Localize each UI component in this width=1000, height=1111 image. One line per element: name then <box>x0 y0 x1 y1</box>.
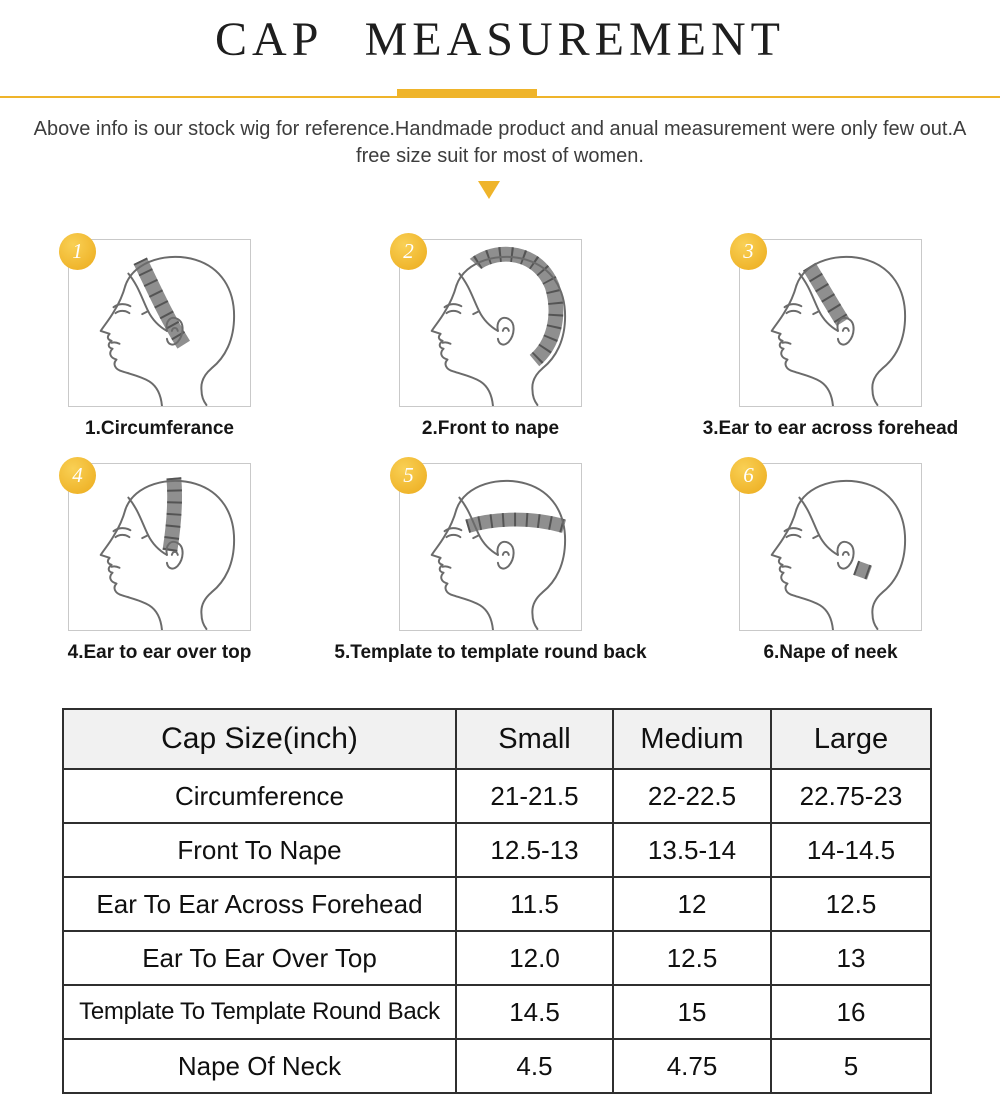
cell-large: 16 <box>770 984 932 1040</box>
cell-large: 5 <box>770 1038 932 1094</box>
head-profile-illustration <box>99 255 236 406</box>
diagram-caption: 3.Ear to ear across forehead <box>702 418 959 439</box>
header-large: Large <box>770 708 932 770</box>
cell-small: 12.0 <box>455 930 614 986</box>
cell-medium: 12 <box>612 876 772 932</box>
cell-small: 21-21.5 <box>455 768 614 824</box>
cap-size-table: Cap Size(inch) Small Medium Large Circum… <box>62 708 932 1094</box>
head-profile-illustration <box>770 255 907 406</box>
diagram-circumference: 1 1.Circumferance <box>59 233 251 439</box>
diagram-number-badge: 4 <box>59 457 96 494</box>
head-diagram-box <box>68 239 251 407</box>
diagram-ear-to-ear-over-top: 4 4.Ear to ear over top <box>59 457 251 663</box>
head-diagram-box <box>399 463 582 631</box>
badge-number: 6 <box>743 463 754 487</box>
head-profile-illustration <box>770 479 907 630</box>
cell-small: 14.5 <box>455 984 614 1040</box>
cell-medium: 13.5-14 <box>612 822 772 878</box>
cell-large: 13 <box>770 930 932 986</box>
measuring-tape-over-top <box>162 477 182 553</box>
badge-number: 5 <box>403 463 414 487</box>
header-cap-size: Cap Size(inch) <box>62 708 457 770</box>
badge-number: 1 <box>72 239 83 263</box>
cell-small: 4.5 <box>455 1038 614 1094</box>
table-header-row: Cap Size(inch) Small Medium Large <box>62 708 932 770</box>
diagram-caption: 1.Circumferance <box>85 418 234 439</box>
head-diagram-box <box>739 239 922 407</box>
diagram-number-badge: 5 <box>390 457 427 494</box>
page-title: CAP MEASUREMENT <box>215 13 785 66</box>
diagram-ear-to-ear-across-forehead: 3 3.Ear to ear across forehead <box>703 233 958 439</box>
row-label: Nape Of Neck <box>62 1038 457 1094</box>
header-medium: Medium <box>612 708 772 770</box>
badge-number: 4 <box>72 463 83 487</box>
table-row: Circumference 21-21.5 22-22.5 22.75-23 <box>62 768 932 824</box>
cell-small: 11.5 <box>455 876 614 932</box>
header-small: Small <box>455 708 614 770</box>
cell-large: 22.75-23 <box>770 768 932 824</box>
diagram-caption: 2.Front to nape <box>421 418 560 439</box>
diagram-template-to-template: 5 5.Template to template round back <box>334 457 647 663</box>
head-profile-illustration <box>99 477 236 630</box>
table-row: Ear To Ear Over Top 12.0 12.5 13 <box>62 930 932 986</box>
diagram-caption: 6.Nape of neek <box>763 642 898 663</box>
cell-small: 12.5-13 <box>455 822 614 878</box>
diagram-number-badge: 2 <box>390 233 427 270</box>
gold-accent-bar <box>397 89 537 98</box>
row-label: Template To Template Round Back <box>62 984 457 1040</box>
row-label: Circumference <box>62 768 457 824</box>
badge-number: 2 <box>403 239 414 263</box>
row-label: Ear To Ear Over Top <box>62 930 457 986</box>
cell-medium: 12.5 <box>612 930 772 986</box>
row-label: Front To Nape <box>62 822 457 878</box>
table-row: Ear To Ear Across Forehead 11.5 12 12.5 <box>62 876 932 932</box>
down-arrow-icon <box>478 181 500 199</box>
diagram-front-to-nape: 2 2.Front to nape <box>390 233 582 439</box>
table-row: Nape Of Neck 4.5 4.75 5 <box>62 1038 932 1094</box>
diagram-caption: 4.Ear to ear over top <box>67 642 252 663</box>
row-label: Ear To Ear Across Forehead <box>62 876 457 932</box>
diagram-number-badge: 3 <box>730 233 767 270</box>
head-diagram-box <box>739 463 922 631</box>
cell-medium: 4.75 <box>612 1038 772 1094</box>
diagram-caption: 5.Template to template round back <box>334 642 647 663</box>
measuring-tape-across-forehead <box>802 262 850 326</box>
table-row: Template To Template Round Back 14.5 15 … <box>62 984 932 1040</box>
intro-text: Above info is our stock wig for referenc… <box>33 118 967 167</box>
head-profile-illustration <box>430 479 567 630</box>
diagram-number-badge: 1 <box>59 233 96 270</box>
head-diagram-box <box>68 463 251 631</box>
cell-large: 12.5 <box>770 876 932 932</box>
head-profile-illustration <box>430 246 567 406</box>
badge-number: 3 <box>743 239 754 263</box>
head-diagram-box <box>399 239 582 407</box>
cell-medium: 22-22.5 <box>612 768 772 824</box>
diagram-number-badge: 6 <box>730 457 767 494</box>
table-row: Front To Nape 12.5-13 13.5-14 14-14.5 <box>62 822 932 878</box>
diagram-nape-of-neck: 6 6.Nape of neek <box>730 457 922 663</box>
measuring-tape-circumference <box>133 257 190 349</box>
cell-large: 14-14.5 <box>770 822 932 878</box>
cell-medium: 15 <box>612 984 772 1040</box>
